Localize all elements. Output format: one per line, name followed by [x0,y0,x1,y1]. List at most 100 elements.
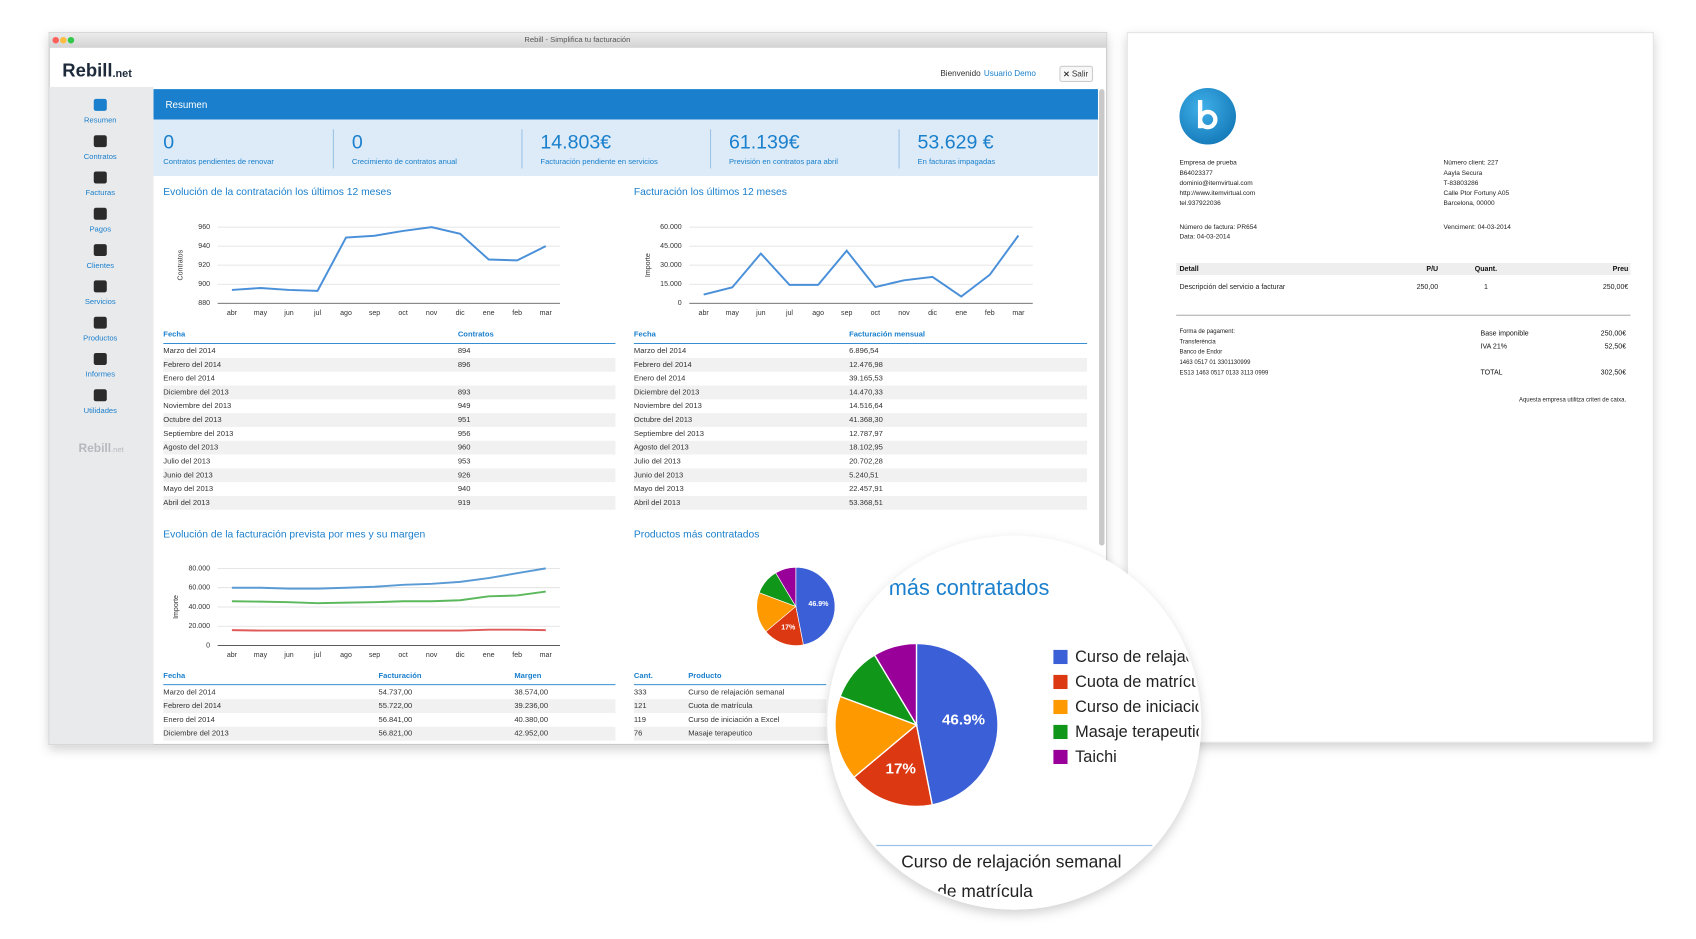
x-tick-label: ago [340,652,352,659]
sidebar-item[interactable]: Facturas [86,188,116,197]
chart-title: Productos más contratados [634,529,760,540]
invoice-client-line: T-83803286 [1444,180,1479,187]
y-tick-label: 15.000 [660,281,682,288]
table-row-stripe [633,413,1088,427]
kpi-value: 0 [163,132,174,154]
user-name[interactable]: Usuario Demo [984,69,1037,78]
invoice-due: Venciment: 04-03-2014 [1444,224,1512,231]
table-cell: Curso de relajación semanal [688,687,785,696]
kpi-label: Facturación pendiente en servicios [540,157,658,166]
legend-swatch [1053,649,1068,665]
kpi-value: 61.139€ [729,132,800,154]
table-row-stripe [633,495,1088,510]
pie-slice [873,642,918,728]
scrollbar[interactable] [1099,89,1105,546]
table-cell: 940 [458,484,471,493]
y-tick-label: 30.000 [660,262,682,269]
x-tick-label: abr [227,310,238,317]
kpi-label: Previsión en contratos para abril [729,157,838,166]
section-bar [153,89,1098,120]
pie-value-label: 46.9% [942,711,986,728]
table-cell: 949 [458,401,471,410]
invoice-column: Quant. [1475,266,1497,273]
table-cell: 76 [634,729,642,738]
x-tick-label: mar [1012,310,1025,317]
invoice-client-line: Calle Ptor Fortuny A05 [1444,190,1510,197]
kpi-label: Contratos pendientes de renovar [163,157,274,166]
sidebar-item[interactable]: Resumen [84,116,117,125]
sidebar-item[interactable]: Utilidades [84,406,118,415]
table-row-stripe [633,468,1088,483]
logout-label: Salir [1072,70,1089,79]
x-tick-label: ago [340,310,352,317]
x-tick-label: nov [426,310,438,317]
invoice-total-label: Base imponible [1481,331,1529,338]
x-tick-label: mar [540,652,553,659]
table-cell: 56.821,00 [379,729,413,738]
table-cell: Marzo del 2014 [634,346,686,355]
logout-button[interactable] [1059,65,1094,83]
x-tick-label: oct [398,652,407,659]
table-cell: 951 [458,415,471,424]
table-header: Fecha [163,671,186,680]
invoice-total-label: TOTAL [1481,370,1503,377]
sidebar-item[interactable]: Productos [83,333,117,342]
table-cell: Diciembre del 2013 [163,387,228,396]
sidebar-icon [93,352,107,365]
sidebar-item[interactable]: Clientes [87,261,115,270]
x-tick-label: ene [483,310,495,317]
x-tick-label: mar [540,310,553,317]
sidebar-item[interactable]: Pagos [90,225,112,234]
x-tick-label: abr [227,652,238,659]
zoom-table-cell: Cuota de matrícula [886,881,1033,901]
invoice-sender-line: Empresa de prueba [1179,160,1237,167]
table-row-stripe [163,726,616,741]
legend-swatch [1053,749,1068,765]
invoice-logo-glyph [1197,99,1218,130]
table-cell: Agosto del 2013 [163,443,218,452]
x-tick-label: jun [283,652,293,659]
sidebar-icon [93,280,107,293]
brand: Rebill [62,60,112,81]
x-tick-label: abr [699,310,710,317]
welcome-text: Bienvenido [940,69,981,78]
table-cell: 39.236,00 [514,701,548,710]
table-cell: Enero del 2014 [163,374,215,383]
table-cell: 12.787,97 [849,429,883,438]
minimize-button[interactable] [60,36,67,44]
kpi-value: 14.803€ [540,132,611,154]
table-row-stripe [163,495,616,510]
title-bar [49,32,1107,48]
x-tick-label: dic [928,310,937,317]
table-cell: Febrero del 2014 [163,360,221,369]
table-cell: Mayo del 2013 [163,484,213,493]
invoice-table-header [1176,263,1631,275]
invoice-total-value: 302,50€ [1601,370,1627,377]
table-row-stripe [633,726,827,741]
table-row-stripe [163,468,616,483]
y-axis-label: Contratos [178,249,185,280]
sidebar-item[interactable]: Contratos [84,152,117,161]
sidebar-item[interactable]: Informes [86,370,116,379]
table-cell: 6.896,54 [849,346,879,355]
sidebar-icon [93,244,107,257]
sidebar-item[interactable]: Servicios [85,297,116,306]
table-cell: Enero del 2014 [634,374,686,383]
y-axis-label: Importe [645,253,652,277]
table-cell: 22.457,91 [849,484,883,493]
zoom-button[interactable] [67,36,75,44]
x-tick-label: sep [369,310,380,317]
x-tick-label: may [726,310,740,317]
close-button[interactable] [52,36,59,44]
invoice-cell: Descripción del servicio a facturar [1179,284,1285,291]
table-cell: 956 [458,429,471,438]
y-tick-label: 880 [198,300,210,307]
table-header: Contratos [458,330,494,339]
y-tick-label: 80.000 [188,565,210,572]
table-cell: Octubre del 2013 [163,415,221,424]
table-cell: 18.102,95 [849,443,883,452]
table-header: Facturación [379,671,422,680]
invoice-sender-line: http://www.itemvirtual.com [1179,190,1255,197]
invoice-cell: 1 [1484,284,1488,291]
y-tick-label: 920 [198,262,210,269]
